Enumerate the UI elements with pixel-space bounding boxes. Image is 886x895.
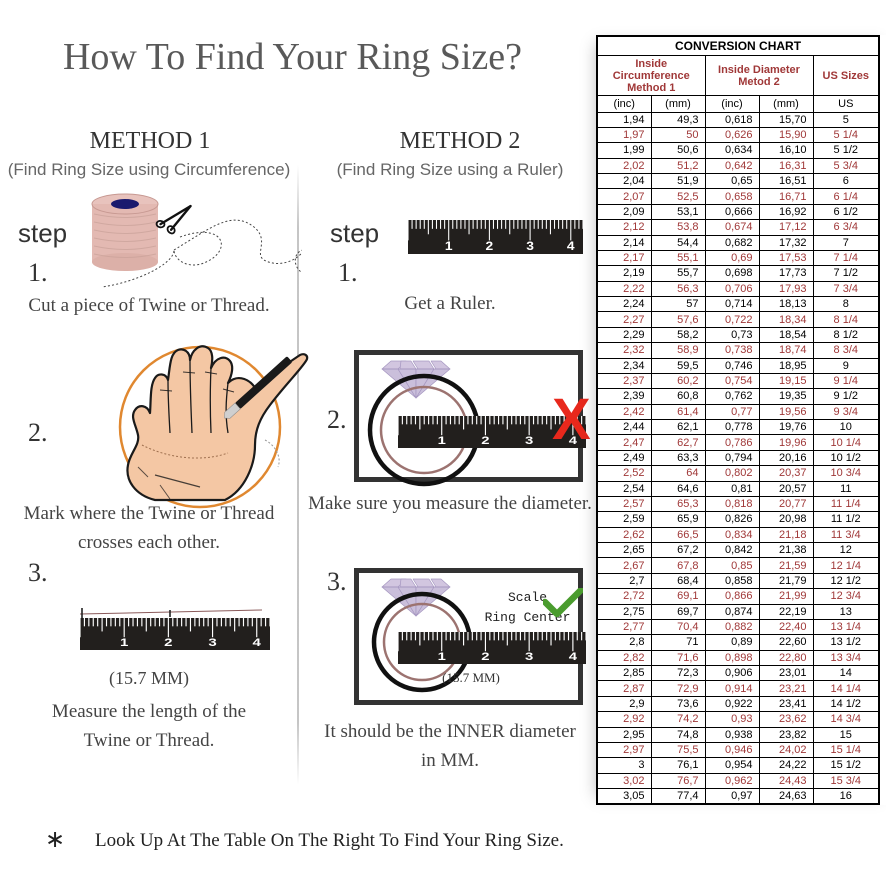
svg-text:X: X (552, 394, 591, 449)
